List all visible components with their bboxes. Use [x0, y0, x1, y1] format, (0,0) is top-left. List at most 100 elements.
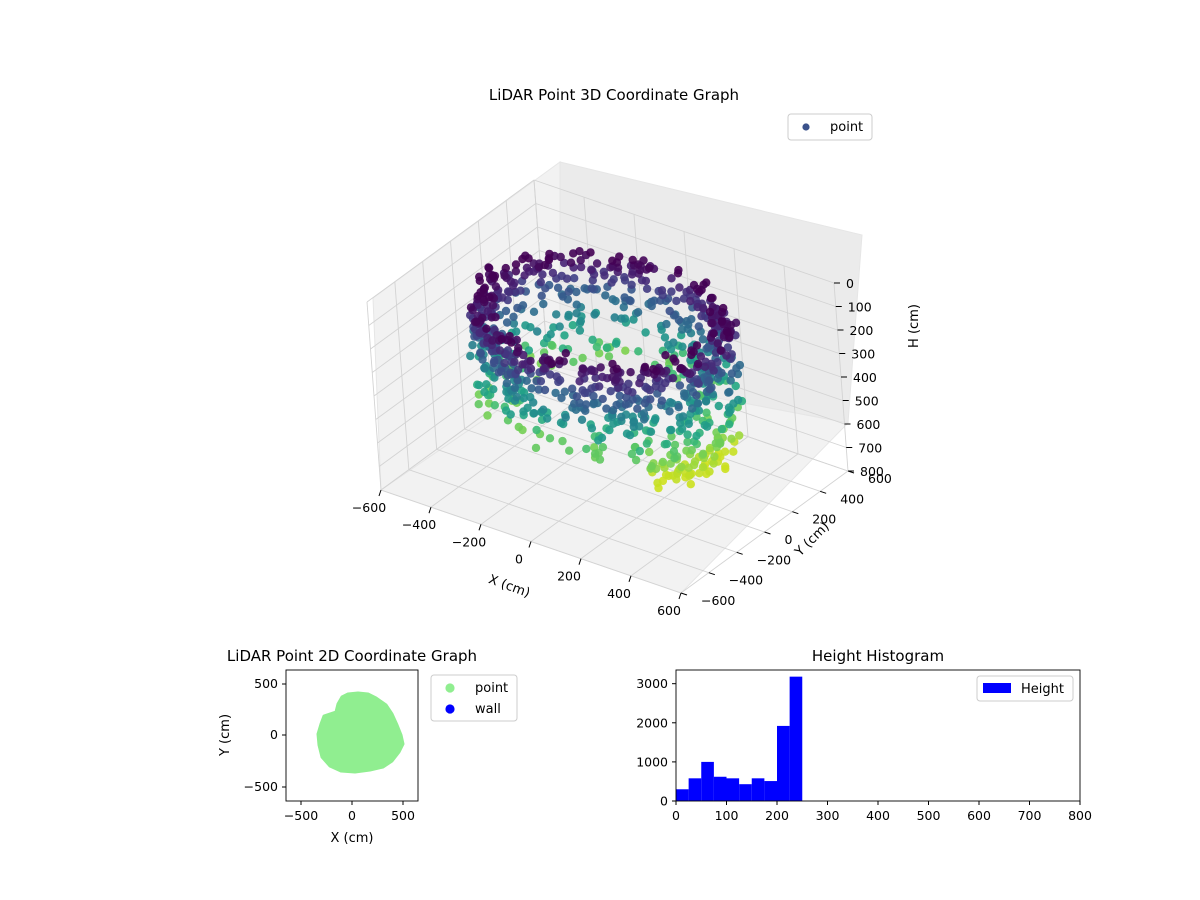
point-3d — [581, 400, 591, 409]
point-3d — [569, 249, 578, 258]
point-3d — [478, 313, 487, 322]
point-3d — [590, 310, 599, 319]
point-3d — [639, 409, 649, 418]
point-3d — [602, 343, 612, 352]
histogram-bar — [739, 784, 752, 801]
y-tick-label-histogram: 1000 — [636, 754, 668, 769]
point-3d — [553, 283, 563, 292]
point-3d — [717, 317, 726, 326]
point-3d — [609, 419, 618, 428]
point-3d — [480, 363, 489, 373]
legend-2d: point wall — [430, 674, 518, 722]
point-3d — [684, 419, 693, 429]
point-3d — [705, 376, 714, 385]
point-3d — [689, 460, 699, 470]
point-3d — [678, 342, 687, 351]
point-3d — [640, 362, 650, 372]
point-3d — [606, 387, 615, 396]
point-3d — [587, 284, 596, 293]
point-3d — [596, 363, 605, 372]
point-3d — [693, 379, 702, 388]
point-3d — [639, 415, 649, 424]
legend-3d-label: point — [830, 120, 863, 135]
point-3d — [703, 343, 713, 352]
point-3d — [725, 420, 734, 429]
point-cloud-3d — [466, 247, 747, 493]
point-3d — [566, 258, 576, 267]
point-3d — [523, 403, 532, 412]
point-3d — [562, 274, 572, 283]
point-3d — [511, 260, 521, 269]
legend-2d-marker-wall — [445, 704, 455, 714]
point-3d — [587, 265, 596, 274]
point-3d — [570, 274, 579, 283]
y-tick-label-3d: 200 — [812, 512, 836, 527]
x-tick-3d — [578, 558, 582, 565]
point-3d — [576, 262, 586, 272]
point-3d — [552, 310, 561, 319]
x-axis-label-3d: X (cm) — [486, 572, 532, 601]
point-3d — [600, 271, 609, 280]
point-3d — [617, 314, 626, 323]
histogram-title: Height Histogram — [812, 647, 944, 665]
point-3d — [546, 370, 555, 379]
x-tick-label-3d: 600 — [657, 603, 681, 618]
z-tick-label-3d: 700 — [858, 441, 882, 456]
point-3d — [577, 415, 587, 424]
point-3d — [552, 372, 561, 381]
point-3d — [675, 283, 684, 292]
point-3d — [677, 462, 686, 472]
point-3d — [683, 430, 692, 439]
point-3d — [534, 385, 543, 394]
point-3d — [705, 467, 714, 476]
point-3d — [699, 304, 708, 313]
x-tick-3d — [678, 592, 682, 600]
point-3d — [723, 343, 733, 352]
point-3d — [491, 312, 500, 322]
point-3d — [634, 347, 643, 356]
y-tick-label-histogram: 2000 — [636, 715, 668, 730]
point-3d — [669, 447, 679, 456]
point-3d — [485, 293, 494, 302]
point-3d — [707, 318, 716, 328]
point-3d — [602, 404, 611, 413]
point-3d — [597, 433, 607, 442]
legend-2d-marker-point — [445, 683, 455, 693]
point-3d — [551, 388, 560, 398]
point-3d — [543, 414, 552, 423]
x-tick-label-histogram: 700 — [1018, 808, 1042, 823]
point-cluster — [316, 691, 405, 774]
y-tick-label-3d: 0 — [785, 532, 793, 547]
x-tick-3d — [428, 507, 432, 514]
point-3d — [595, 455, 605, 464]
point-3d — [698, 449, 708, 458]
grid-line-floor-y — [408, 469, 709, 574]
point-3d — [474, 381, 484, 390]
point-3d — [572, 287, 581, 297]
point-3d — [505, 331, 514, 341]
point-3d — [734, 395, 743, 405]
point-3d — [601, 291, 610, 300]
point-3d — [629, 418, 638, 427]
z-tick-label-3d: 800 — [860, 464, 884, 479]
point-3d — [665, 306, 674, 316]
point-3d — [717, 424, 727, 434]
x-tick-label-histogram: 200 — [765, 808, 789, 823]
point-3d — [705, 443, 715, 453]
point-3d — [631, 455, 641, 465]
point-3d — [509, 319, 519, 328]
histogram-bar — [764, 781, 778, 801]
point-3d — [716, 438, 725, 447]
x-tick-label-3d: 200 — [557, 569, 581, 584]
point-3d — [537, 291, 546, 300]
point-3d — [693, 359, 703, 369]
point-3d — [694, 322, 703, 331]
histogram-bar — [688, 778, 702, 801]
point-3d — [667, 425, 676, 435]
point-3d — [719, 303, 728, 313]
histogram-bar — [676, 789, 689, 801]
point-3d — [710, 452, 719, 461]
point-3d — [658, 457, 668, 467]
point-3d — [653, 478, 662, 487]
point-3d — [649, 365, 658, 374]
